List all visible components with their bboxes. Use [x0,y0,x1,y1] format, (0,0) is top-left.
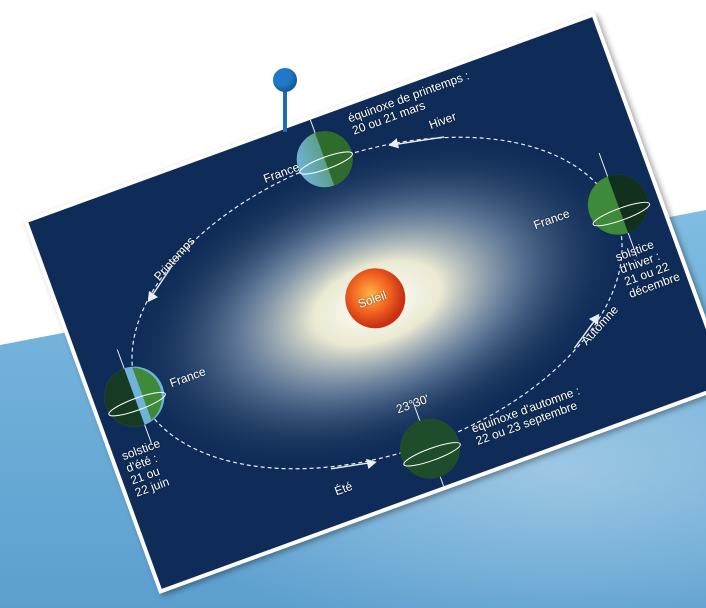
diagram-card: Soleil Printemps Hiver Automne Été équin… [23,12,706,594]
orbit-diagram: Soleil Printemps Hiver Automne Été équin… [28,17,706,589]
earth-summer-solstice [104,349,166,444]
earth-autumn-equinox [400,401,461,487]
pin-stem [283,86,287,132]
earth-winter-solstice [587,152,651,257]
orbit-arrows [147,136,600,470]
sun [345,268,406,329]
orbit-drawing [104,119,651,487]
earth-spring-equinox [296,119,353,188]
pin-icon [273,68,297,92]
